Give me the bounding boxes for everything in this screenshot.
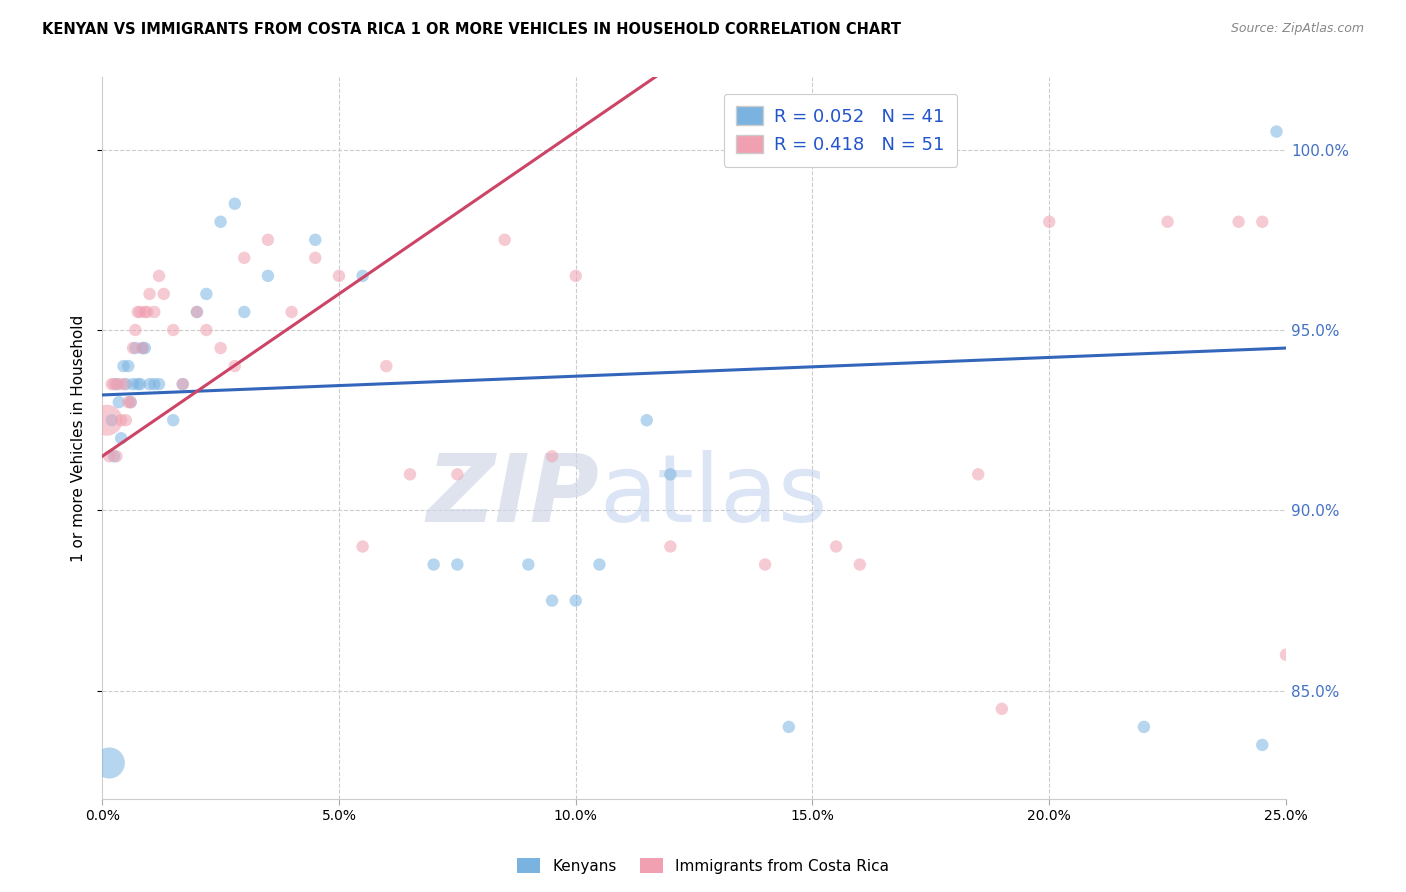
Legend: Kenyans, Immigrants from Costa Rica: Kenyans, Immigrants from Costa Rica xyxy=(512,852,894,880)
Point xyxy=(446,467,468,482)
Point xyxy=(96,413,118,427)
Point xyxy=(122,341,145,355)
Point xyxy=(422,558,444,572)
Point xyxy=(115,413,138,427)
Point xyxy=(1251,215,1274,229)
Point xyxy=(186,305,208,319)
Point xyxy=(186,305,208,319)
Point xyxy=(446,558,468,572)
Point xyxy=(115,377,138,392)
Point xyxy=(1251,738,1274,752)
Point xyxy=(138,287,160,301)
Text: Source: ZipAtlas.com: Source: ZipAtlas.com xyxy=(1230,22,1364,36)
Point xyxy=(233,305,256,319)
Point xyxy=(110,431,132,445)
Point xyxy=(148,377,170,392)
Text: ZIP: ZIP xyxy=(426,450,599,542)
Point xyxy=(399,467,422,482)
Point xyxy=(588,558,610,572)
Point xyxy=(107,395,129,409)
Point xyxy=(233,251,256,265)
Point xyxy=(778,720,800,734)
Text: atlas: atlas xyxy=(599,450,828,542)
Point xyxy=(162,413,184,427)
Point xyxy=(129,305,152,319)
Point xyxy=(825,540,848,554)
Point xyxy=(143,305,166,319)
Point xyxy=(122,377,145,392)
Point xyxy=(375,359,398,373)
Point xyxy=(304,233,326,247)
Point xyxy=(172,377,194,392)
Point xyxy=(136,305,159,319)
Y-axis label: 1 or more Vehicles in Household: 1 or more Vehicles in Household xyxy=(72,315,86,562)
Point xyxy=(103,450,125,464)
Point xyxy=(100,413,122,427)
Point xyxy=(138,377,160,392)
Point xyxy=(280,305,302,319)
Text: KENYAN VS IMMIGRANTS FROM COSTA RICA 1 OR MORE VEHICLES IN HOUSEHOLD CORRELATION: KENYAN VS IMMIGRANTS FROM COSTA RICA 1 O… xyxy=(42,22,901,37)
Point xyxy=(967,467,990,482)
Point xyxy=(172,377,194,392)
Point xyxy=(117,395,139,409)
Point xyxy=(636,413,658,427)
Point xyxy=(209,341,232,355)
Point xyxy=(564,268,586,283)
Point xyxy=(257,268,280,283)
Point xyxy=(1227,215,1250,229)
Point xyxy=(659,467,682,482)
Point xyxy=(112,377,135,392)
Point xyxy=(134,341,156,355)
Point xyxy=(120,395,142,409)
Point xyxy=(564,593,586,607)
Point xyxy=(127,377,149,392)
Point xyxy=(124,323,146,337)
Point xyxy=(195,287,218,301)
Point xyxy=(328,268,350,283)
Point xyxy=(98,450,121,464)
Point xyxy=(257,233,280,247)
Point xyxy=(110,413,132,427)
Point xyxy=(131,341,153,355)
Point xyxy=(129,377,152,392)
Point xyxy=(541,593,564,607)
Point xyxy=(124,341,146,355)
Point xyxy=(494,233,516,247)
Point xyxy=(134,305,156,319)
Point xyxy=(105,377,128,392)
Point xyxy=(98,756,121,770)
Point xyxy=(541,450,564,464)
Point xyxy=(1133,720,1156,734)
Point xyxy=(352,540,374,554)
Point xyxy=(849,558,872,572)
Point xyxy=(131,341,153,355)
Legend: R = 0.052   N = 41, R = 0.418   N = 51: R = 0.052 N = 41, R = 0.418 N = 51 xyxy=(724,94,957,167)
Point xyxy=(162,323,184,337)
Point xyxy=(991,702,1014,716)
Point xyxy=(224,359,246,373)
Point xyxy=(517,558,540,572)
Point xyxy=(143,377,166,392)
Point xyxy=(103,377,125,392)
Point xyxy=(100,377,122,392)
Point xyxy=(107,377,129,392)
Point xyxy=(117,359,139,373)
Point xyxy=(112,359,135,373)
Point xyxy=(105,450,128,464)
Point xyxy=(224,196,246,211)
Point xyxy=(1275,648,1298,662)
Point xyxy=(120,395,142,409)
Point xyxy=(352,268,374,283)
Point xyxy=(148,268,170,283)
Point xyxy=(195,323,218,337)
Point xyxy=(1265,124,1288,138)
Point xyxy=(209,215,232,229)
Point xyxy=(1156,215,1178,229)
Point xyxy=(304,251,326,265)
Point xyxy=(127,305,149,319)
Point xyxy=(754,558,776,572)
Point xyxy=(1038,215,1060,229)
Point xyxy=(659,540,682,554)
Point xyxy=(152,287,174,301)
